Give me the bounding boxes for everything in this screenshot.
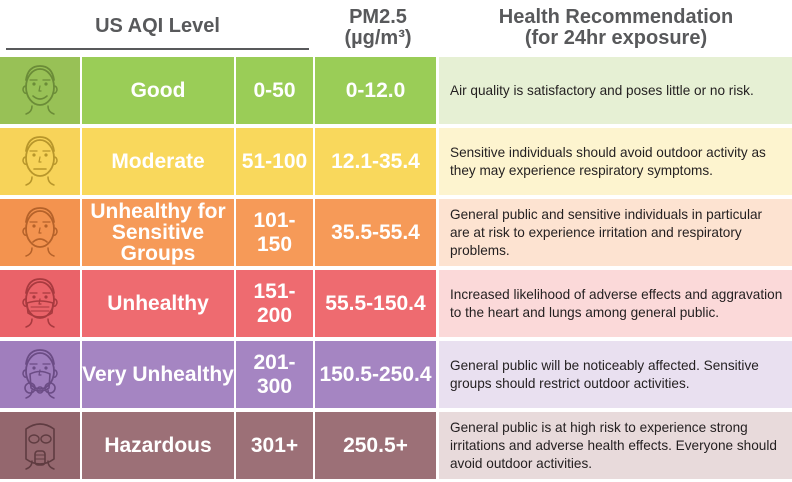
health-recommendation: General public will be noticeably affect… <box>439 341 792 408</box>
health-recommendation-text: General public will be noticeably affect… <box>450 357 759 391</box>
pm25-range-text: 12.1-35.4 <box>331 149 420 173</box>
aqi-level-label: Hazardous <box>82 412 234 479</box>
aqi-range-text: 101-150 <box>253 208 296 256</box>
aqi-level-text: Moderate <box>111 150 205 173</box>
aqi-level-label: Unhealthy for Sensitive Groups <box>82 199 234 266</box>
face-cell <box>0 128 80 195</box>
aqi-level-text: Hazardous <box>104 434 212 457</box>
health-recommendation-text: Sensitive individuals should avoid outdo… <box>450 144 766 178</box>
aqi-row: Unhealthy 151-200 55.5-150.4 Increased like… <box>0 270 792 337</box>
aqi-row: Unhealthy for Sensitive Groups 101-150 35.… <box>0 199 792 266</box>
gas-mask-icon <box>18 415 62 476</box>
pm25-range: 150.5-250.4 <box>315 341 436 408</box>
aqi-row: Hazardous 301+ 250.5+ General public is at … <box>0 412 792 479</box>
health-recommendation-text: General public and sensitive individuals… <box>450 206 763 258</box>
header-pm25: PM2.5 (µg/m³) <box>319 0 437 56</box>
aqi-range-text: 201-300 <box>253 350 296 398</box>
health-recommendation-text: General public is at high risk to experi… <box>450 419 777 471</box>
neutral-face-icon <box>18 131 62 192</box>
happy-face-icon <box>18 60 62 121</box>
pm25-range: 0-12.0 <box>315 57 436 124</box>
health-recommendation: Increased likelihood of adverse effects … <box>439 270 792 337</box>
aqi-level-label: Good <box>82 57 234 124</box>
face-cell <box>0 57 80 124</box>
aqi-row: Moderate 51-100 12.1-35.4 Sensitive individ… <box>0 128 792 195</box>
aqi-row: Good 0-50 0-12.0 Air quality is satisfactor… <box>0 57 792 124</box>
sad-face-icon <box>18 202 62 263</box>
aqi-range-text: 0-50 <box>253 78 296 102</box>
health-recommendation: Sensitive individuals should avoid outdo… <box>439 128 792 195</box>
aqi-range: 201-300 <box>236 341 313 408</box>
pm25-range-text: 150.5-250.4 <box>319 362 432 386</box>
aqi-range: 301+ <box>236 412 313 479</box>
aqi-level-text: Unhealthy <box>107 292 209 315</box>
face-cell <box>0 270 80 337</box>
face-cell <box>0 412 80 479</box>
aqi-level-text: Good <box>130 79 186 102</box>
aqi-range-text: 151-200 <box>253 279 296 327</box>
aqi-level-label: Unhealthy <box>82 270 234 337</box>
aqi-level-text: Unhealthy for Sensitive Groups <box>90 200 226 265</box>
header-rec-sub: (for 24hr exposure) <box>524 27 708 49</box>
pm25-range: 35.5-55.4 <box>315 199 436 266</box>
aqi-range-text: 51-100 <box>241 149 308 173</box>
aqi-level-label: Moderate <box>82 128 234 195</box>
face-mask-icon <box>18 273 62 334</box>
aqi-row: Very Unhealthy 201-300 150.5-250.4 General … <box>0 341 792 408</box>
health-recommendation: General public is at high risk to experi… <box>439 412 792 479</box>
header-aqi-level: US AQI Level <box>6 4 309 50</box>
pm25-range: 250.5+ <box>315 412 436 479</box>
face-cell <box>0 199 80 266</box>
aqi-range: 101-150 <box>236 199 313 266</box>
pm25-range-text: 250.5+ <box>343 433 408 457</box>
aqi-range: 0-50 <box>236 57 313 124</box>
health-recommendation: Air quality is satisfactory and poses li… <box>439 57 792 124</box>
header-aqi-level-label: US AQI Level <box>95 14 220 37</box>
header-rec-label: Health Recommendation <box>498 6 734 28</box>
pm25-range-text: 35.5-55.4 <box>331 220 420 244</box>
health-recommendation: General public and sensitive individuals… <box>439 199 792 266</box>
health-recommendation-text: Increased likelihood of adverse effects … <box>450 286 783 320</box>
aqi-range-text: 301+ <box>250 433 299 457</box>
pm25-range-text: 0-12.0 <box>345 78 406 102</box>
aqi-range: 151-200 <box>236 270 313 337</box>
header-pm25-unit: (µg/m³) <box>344 27 412 49</box>
header-pm25-label: PM2.5 <box>349 6 407 28</box>
aqi-range: 51-100 <box>236 128 313 195</box>
aqi-level-text: Very Unhealthy <box>82 363 234 386</box>
pm25-range: 12.1-35.4 <box>315 128 436 195</box>
health-recommendation-text: Air quality is satisfactory and poses li… <box>450 82 754 98</box>
pm25-range-text: 55.5-150.4 <box>325 291 426 315</box>
header-health-recommendation: Health Recommendation (for 24hr exposure… <box>440 0 792 56</box>
aqi-level-label: Very Unhealthy <box>82 341 234 408</box>
pm25-range: 55.5-150.4 <box>315 270 436 337</box>
face-cell <box>0 341 80 408</box>
respirator-icon <box>18 344 62 405</box>
